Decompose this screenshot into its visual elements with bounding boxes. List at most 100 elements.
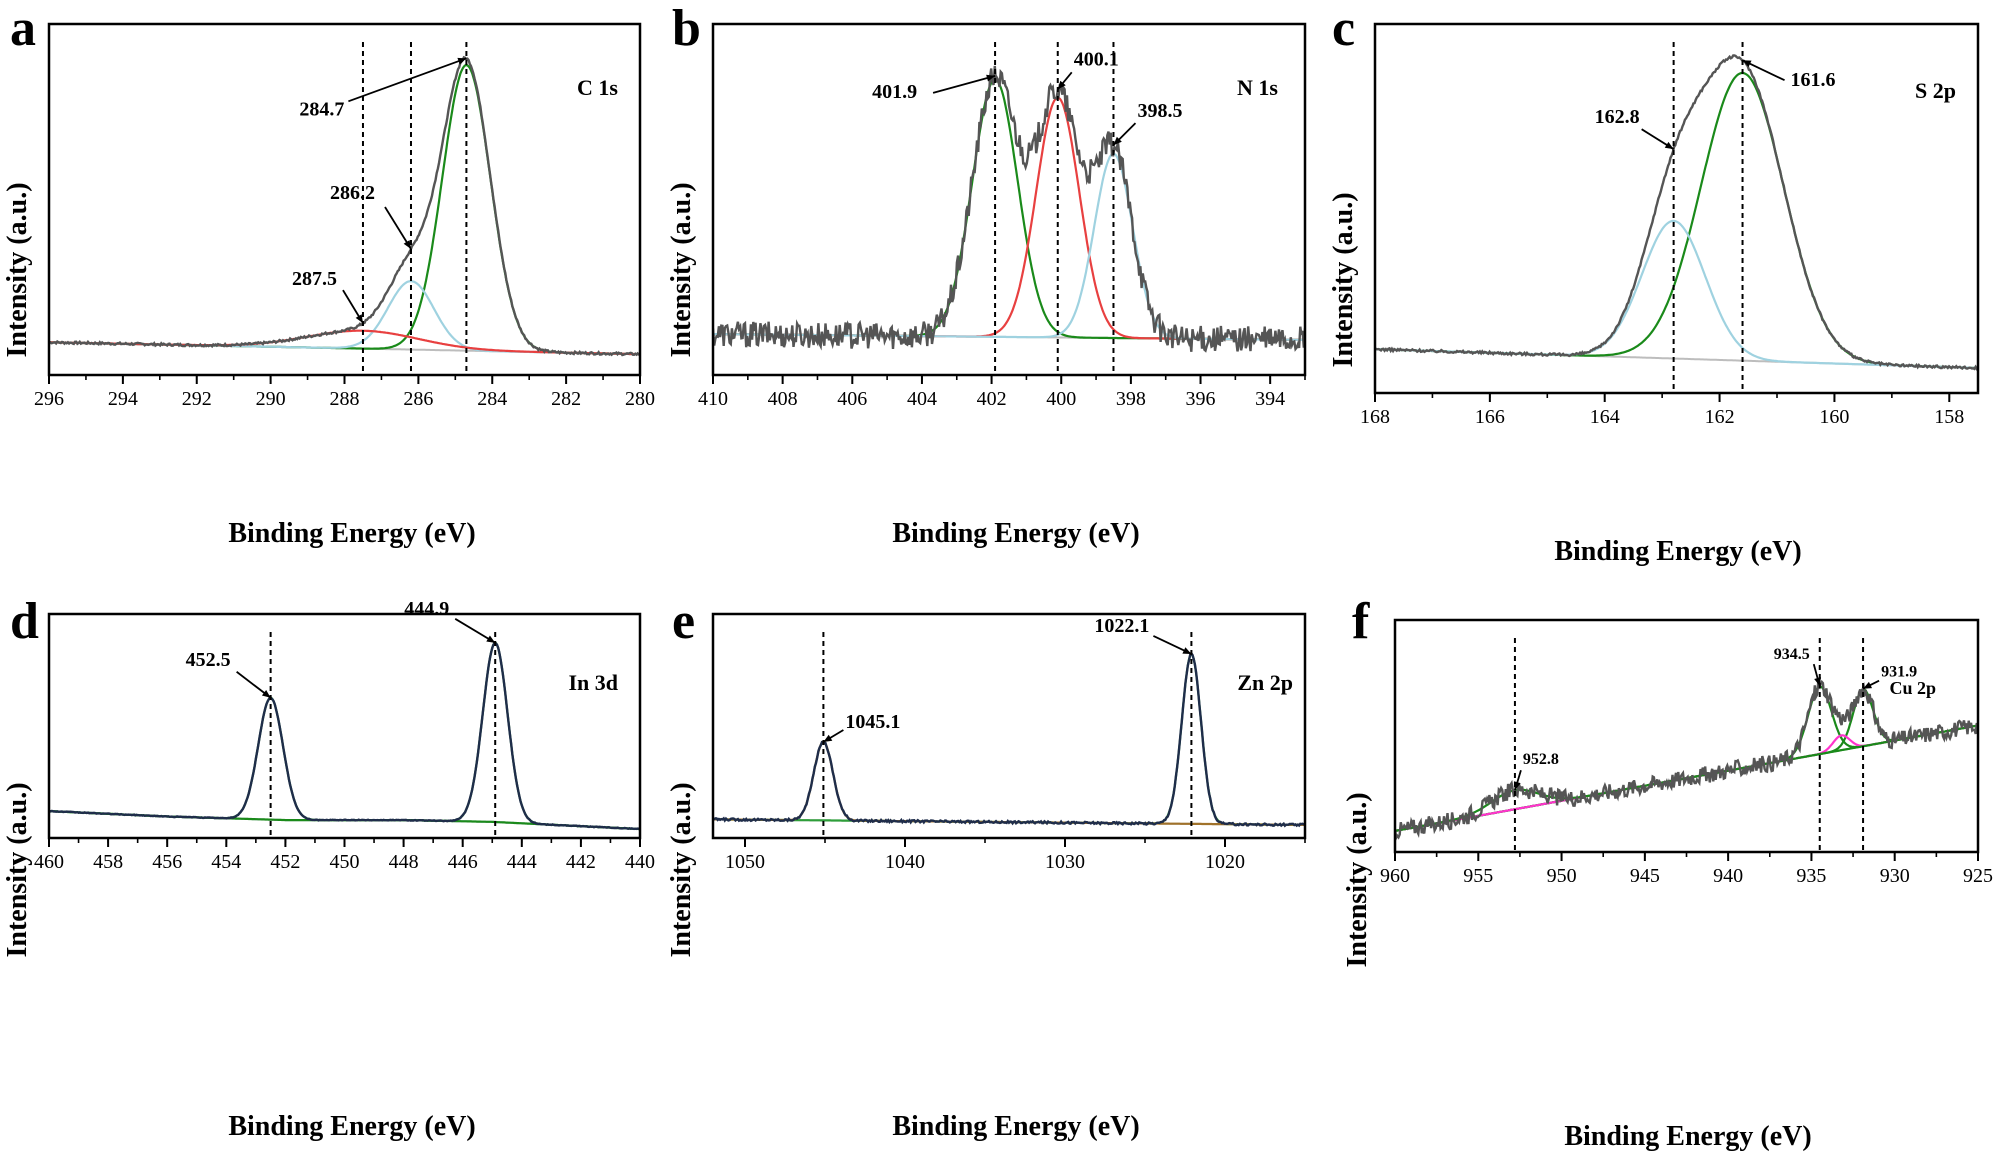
y-axis-label: Intensity (a.u.)	[666, 782, 697, 957]
peak-arrow-head	[457, 57, 467, 65]
x-tick-label: 402	[977, 388, 1007, 410]
peak-arrow-head	[355, 314, 363, 324]
x-tick-label: 940	[1713, 865, 1743, 887]
panel-f: f Cu 2p Binding Energy (eV) Intensity (a…	[1342, 593, 1993, 1152]
plot-area	[713, 65, 1305, 353]
x-tick-label: 935	[1796, 865, 1826, 887]
x-tick-label: 394	[1255, 388, 1285, 410]
peak-label: 162.8	[1595, 106, 1640, 128]
axes-frame	[1393, 618, 1980, 854]
x-tick-label: 456	[152, 851, 182, 873]
peak-label: 286.2	[330, 182, 375, 204]
peak-label: 161.6	[1791, 69, 1836, 91]
measured-spectrum	[713, 65, 1305, 353]
y-axis-label: Intensity (a.u.)	[1328, 192, 1359, 367]
peak-label: 934.5	[1774, 646, 1810, 663]
x-tick-label: 294	[108, 388, 138, 410]
axes-frame	[1373, 22, 1980, 395]
x-tick-label: 960	[1380, 865, 1410, 887]
measured-spectrum	[49, 55, 640, 357]
peak-label: 1022.1	[1094, 615, 1149, 637]
panel-c: c S 2p Binding Energy (eV) Intensity (a.…	[1328, 0, 1980, 567]
x-tick-label: 400	[1046, 388, 1076, 410]
peak-arrow-head	[823, 734, 833, 742]
measured-spectrum	[1375, 54, 1978, 371]
x-tick-label: 162	[1705, 406, 1735, 428]
peak-label: 400.1	[1074, 48, 1119, 70]
panel-a: a C 1s Binding Energy (eV) Intensity (a.…	[2, 0, 655, 549]
x-tick-label: 448	[389, 851, 419, 873]
y-axis-label: Intensity (a.u.)	[2, 782, 33, 957]
panel-e: e Zn 2p Binding Energy (eV) Intensity (a…	[666, 593, 1307, 1142]
x-tick-label: 1050	[725, 851, 765, 873]
measured-spectrum	[713, 651, 1305, 828]
fit-component-1	[713, 96, 1305, 341]
peak-label: 401.9	[872, 81, 917, 103]
y-axis-label: Intensity (a.u.)	[2, 182, 33, 357]
element-label: N 1s	[1237, 75, 1278, 100]
element-label: S 2p	[1915, 78, 1956, 103]
peak-label: 1045.1	[845, 711, 900, 733]
x-axis-label: Binding Energy (eV)	[228, 518, 475, 549]
peak-arrow-head	[1513, 781, 1521, 791]
x-tick-label: 930	[1880, 865, 1910, 887]
x-tick-label: 166	[1475, 406, 1505, 428]
panel-letter: c	[1332, 0, 1355, 57]
plot-area	[1395, 679, 1978, 842]
x-tick-label: 286	[403, 388, 433, 410]
peak-label: 284.7	[299, 98, 344, 120]
x-tick-label: 296	[34, 388, 64, 410]
x-tick-label: 446	[448, 851, 478, 873]
peak-arrow-head	[1863, 681, 1873, 689]
x-tick-label: 398	[1116, 388, 1146, 410]
panel-letter: e	[672, 593, 695, 650]
measured-spectrum	[1395, 679, 1978, 842]
x-tick-label: 292	[182, 388, 212, 410]
x-tick-label: 458	[93, 851, 123, 873]
x-axis-label: Binding Energy (eV)	[1554, 536, 1801, 567]
peak-arrow-head	[403, 240, 411, 249]
x-tick-label: 950	[1547, 865, 1577, 887]
axes-frame	[711, 22, 1307, 377]
element-label: Cu 2p	[1889, 678, 1936, 698]
x-tick-label: 164	[1590, 406, 1620, 428]
x-axis-label: Binding Energy (eV)	[892, 518, 1139, 549]
x-tick-label: 282	[551, 388, 581, 410]
peak-arrow	[932, 75, 996, 94]
peak-arrow-head	[986, 74, 996, 82]
panel-d: d In 3d Binding Energy (eV) Intensity (a…	[2, 593, 655, 1142]
x-tick-label: 442	[566, 851, 596, 873]
x-tick-label: 410	[698, 388, 728, 410]
element-label: Zn 2p	[1237, 670, 1293, 695]
peak-arrow-head	[1742, 60, 1752, 67]
fit-component-0	[49, 63, 640, 356]
x-tick-label: 404	[907, 388, 937, 410]
peak-arrow	[348, 57, 467, 103]
panel-letter: f	[1352, 593, 1370, 650]
panel-letter: b	[672, 0, 701, 57]
plot-area	[1375, 54, 1978, 371]
peak-label: 287.5	[292, 268, 337, 290]
x-tick-label: 955	[1463, 865, 1493, 887]
y-axis-label: Intensity (a.u.)	[666, 182, 697, 357]
fit-component-0	[49, 641, 640, 831]
peak-label: 931.9	[1881, 664, 1917, 681]
x-tick-label: 284	[477, 388, 507, 410]
panel-letter: a	[10, 0, 36, 57]
x-tick-label: 460	[34, 851, 64, 873]
peak-label: 452.5	[186, 649, 231, 671]
x-tick-label: 450	[330, 851, 360, 873]
x-tick-label: 290	[256, 388, 286, 410]
fit-component-0	[713, 78, 1305, 341]
peak-label: 398.5	[1137, 100, 1182, 122]
x-tick-label: 452	[270, 851, 300, 873]
peak-label: 444.9	[404, 598, 449, 620]
x-tick-label: 945	[1630, 865, 1660, 887]
x-tick-label: 168	[1360, 406, 1390, 428]
x-tick-label: 158	[1934, 406, 1964, 428]
peak-arrow-head	[1664, 141, 1674, 150]
peak-arrow-head	[1113, 136, 1122, 146]
panel-b: b N 1s Binding Energy (eV) Intensity (a.…	[666, 0, 1307, 549]
x-tick-label: 396	[1186, 388, 1216, 410]
